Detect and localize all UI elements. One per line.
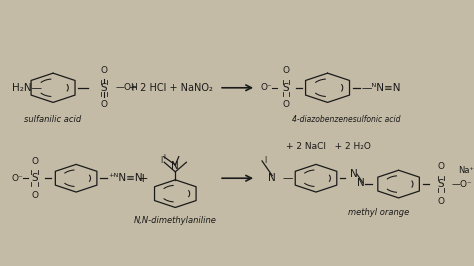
Text: methyl orange: methyl orange bbox=[347, 208, 409, 217]
Text: O: O bbox=[31, 157, 38, 165]
Text: —O⁻: —O⁻ bbox=[451, 180, 472, 189]
Text: O: O bbox=[283, 101, 290, 109]
Text: O: O bbox=[31, 191, 38, 200]
Text: H₂N—: H₂N— bbox=[11, 83, 42, 93]
Text: N: N bbox=[172, 161, 179, 171]
Text: N,N-dimethylaniline: N,N-dimethylaniline bbox=[134, 216, 217, 225]
Text: O⁻: O⁻ bbox=[260, 83, 272, 92]
Text: N: N bbox=[268, 173, 276, 183]
Text: O: O bbox=[438, 197, 445, 206]
Text: 4-diazobenzenesulfonic acid: 4-diazobenzenesulfonic acid bbox=[292, 115, 400, 124]
Text: +: + bbox=[138, 172, 148, 185]
Text: O⁻: O⁻ bbox=[11, 174, 23, 183]
Text: + 2 HCl + NaNO₂: + 2 HCl + NaNO₂ bbox=[129, 83, 213, 93]
Text: —ᴺN≡N: —ᴺN≡N bbox=[361, 83, 401, 93]
Text: I: I bbox=[163, 154, 165, 160]
Text: + 2 NaCl   + 2 H₂O: + 2 NaCl + 2 H₂O bbox=[286, 142, 371, 151]
Text: N: N bbox=[357, 178, 365, 188]
Text: S: S bbox=[438, 179, 444, 189]
Text: I: I bbox=[264, 156, 266, 165]
Text: S: S bbox=[283, 83, 289, 93]
Text: —OH: —OH bbox=[115, 83, 138, 92]
Text: S: S bbox=[31, 173, 38, 183]
Text: O: O bbox=[283, 66, 290, 75]
Text: sulfanilic acid: sulfanilic acid bbox=[25, 115, 82, 124]
Text: O: O bbox=[100, 66, 107, 75]
Text: Na⁺: Na⁺ bbox=[458, 166, 474, 175]
Text: S: S bbox=[100, 83, 107, 93]
Text: N: N bbox=[350, 169, 358, 179]
Text: O: O bbox=[100, 101, 107, 109]
Text: O: O bbox=[438, 163, 445, 171]
Text: I: I bbox=[160, 156, 163, 165]
Text: ⁺ᴺN≡N: ⁺ᴺN≡N bbox=[109, 173, 143, 183]
Text: —: — bbox=[283, 173, 293, 183]
